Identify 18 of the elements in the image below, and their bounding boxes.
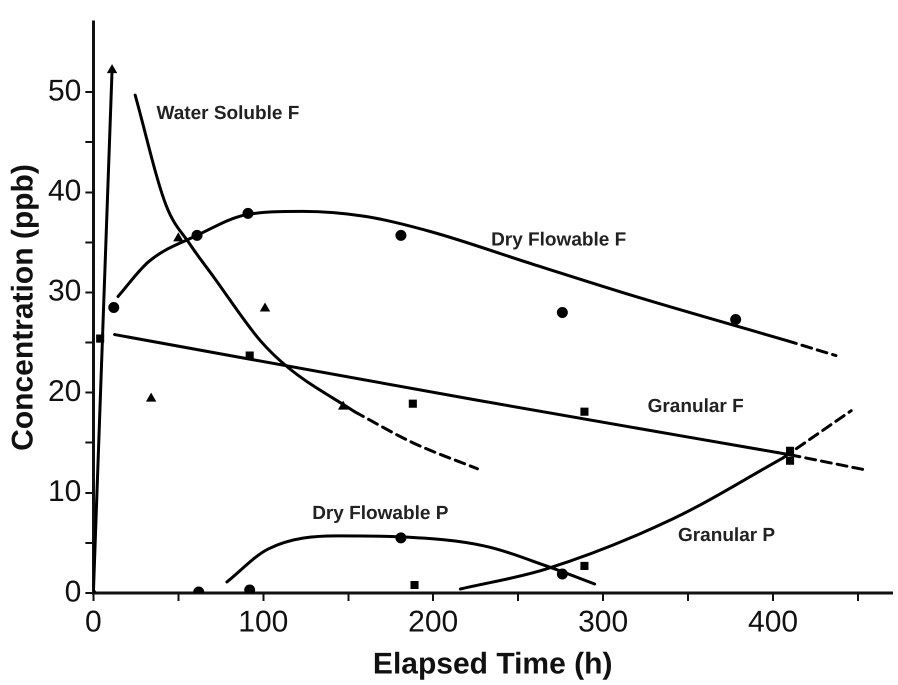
- x-tick-label: 400: [748, 605, 798, 638]
- x-tick-label: 300: [578, 605, 628, 638]
- y-axis-title: Concentration (ppb): [6, 164, 40, 451]
- x-tick-label: 100: [238, 605, 288, 638]
- annotation: Granular P: [678, 525, 776, 546]
- annotation: Dry Flowable F: [491, 229, 626, 250]
- y-tick-label: 30: [48, 274, 82, 308]
- annotation: Granular F: [648, 396, 744, 418]
- y-tick-label: 20: [48, 374, 82, 408]
- x-axis-title: Elapsed Time (h): [372, 647, 612, 680]
- annotation: Dry Flowable P: [312, 502, 449, 524]
- annotation: Water Soluble F: [156, 103, 300, 124]
- x-tick-label: 200: [408, 605, 458, 638]
- y-tick-label: 50: [48, 74, 82, 108]
- y-tick-label: 40: [48, 174, 82, 208]
- x-tick-label: 0: [85, 605, 102, 638]
- y-tick-label: 10: [48, 475, 82, 508]
- y-tick-label: 0: [64, 575, 82, 608]
